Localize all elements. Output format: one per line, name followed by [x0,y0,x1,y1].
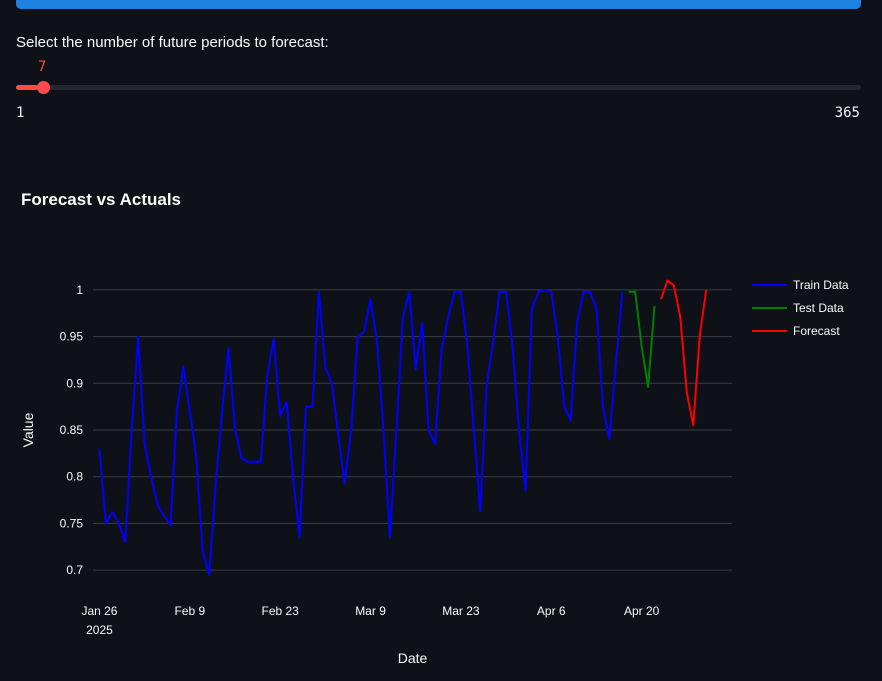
x-tick-label: Mar 23 [442,604,480,618]
slider-fill [16,85,38,90]
y-tick-label: 1 [76,283,83,297]
legend-label[interactable]: Test Data [793,301,844,315]
legend-label[interactable]: Train Data [793,278,849,292]
x-tick-label: Jan 26 [81,604,117,618]
y-tick-label: 0.95 [60,330,84,344]
slider-track[interactable] [16,85,861,90]
progress-bar [16,0,861,9]
slider-value: 7 [37,59,47,75]
forecast-chart: 0.7 0.75 0.8 0.85 0.9 0.95 1 Jan 26 2025 Feb 9 Fe… [20,278,849,666]
slider-thumb[interactable] [36,81,50,94]
series-line-forecast [660,279,708,427]
series-line-test-data [628,290,656,388]
series-lines [98,279,708,576]
x-tick-label: Mar 9 [355,604,386,618]
y-tick-label: 0.8 [66,470,83,484]
slider-min-label: 1 [16,105,25,121]
x-tick-label: Feb 23 [262,604,300,618]
x-tick-label: Apr 6 [537,604,566,618]
y-tick-label: 0.7 [66,563,83,577]
y-tick-label: 0.9 [66,376,83,390]
x-tick-year: 2025 [86,623,113,637]
x-axis-title: Date [398,650,428,666]
y-tick-label: 0.75 [60,516,84,530]
chart-title: Forecast vs Actuals [21,190,181,209]
slider-label: Select the number of future periods to f… [16,34,329,51]
y-tick-label: 0.85 [60,423,84,437]
y-axis-title: Value [20,412,36,447]
legend: Train Data Test Data Forecast [752,278,849,338]
slider-max-label: 365 [834,105,860,121]
legend-label[interactable]: Forecast [793,324,840,338]
x-tick-label: Feb 9 [174,604,205,618]
x-tick-label: Apr 20 [624,604,660,618]
x-tick-labels: Jan 26 2025 Feb 9 Feb 23 Mar 9 Mar 23 Apr 6 Apr… [81,604,659,637]
y-tick-labels: 0.7 0.75 0.8 0.85 0.9 0.95 1 [60,283,84,577]
series-line-train-data [98,288,624,576]
